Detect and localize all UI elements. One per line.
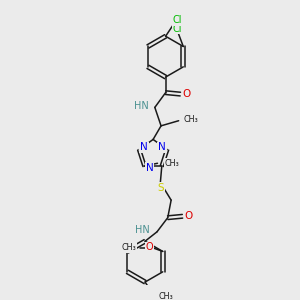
Text: O: O <box>184 211 193 221</box>
Text: CH₃: CH₃ <box>165 159 179 168</box>
Text: CH₃: CH₃ <box>158 292 173 300</box>
Text: Cl: Cl <box>173 15 182 26</box>
Text: Cl: Cl <box>172 24 182 34</box>
Text: O: O <box>182 89 191 99</box>
Text: HN: HN <box>134 101 148 111</box>
Text: N: N <box>158 142 166 152</box>
Text: S: S <box>157 183 164 193</box>
Text: HN: HN <box>135 225 149 236</box>
Text: N: N <box>140 142 148 152</box>
Text: CH₃: CH₃ <box>121 243 136 252</box>
Text: CH₃: CH₃ <box>183 116 198 124</box>
Text: N: N <box>146 163 153 172</box>
Text: O: O <box>146 242 154 253</box>
